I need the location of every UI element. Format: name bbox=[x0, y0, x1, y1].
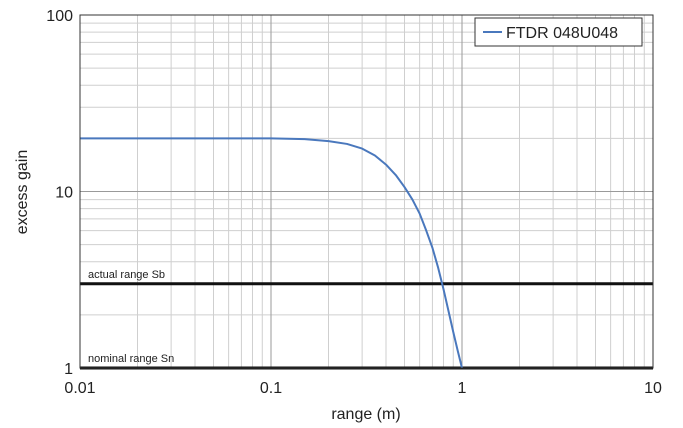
series-layer bbox=[80, 137, 463, 369]
x-tick-label: 1 bbox=[458, 380, 467, 397]
reference-labels: actual range Sb nominal range Sn bbox=[88, 269, 174, 365]
y-tick-labels: 1 10 100 bbox=[46, 8, 73, 378]
legend-label: FTDR 048U048 bbox=[506, 25, 618, 42]
x-tick-label: 0.1 bbox=[260, 380, 282, 397]
legend: FTDR 048U048 bbox=[474, 17, 643, 47]
y-tick-label: 100 bbox=[46, 8, 73, 25]
legend-box bbox=[474, 17, 643, 47]
x-tick-labels: 0.01 0.1 1 10 bbox=[64, 380, 662, 397]
x-tick-label: 10 bbox=[644, 380, 662, 397]
series-line bbox=[80, 137, 463, 369]
y-tick-label: 10 bbox=[55, 185, 73, 202]
plot-frame bbox=[79, 14, 654, 369]
x-tick-label: 0.01 bbox=[64, 380, 95, 397]
reference-line-label: nominal range Sn bbox=[88, 353, 174, 365]
x-axis-label: range (m) bbox=[331, 406, 400, 423]
y-tick-label: 1 bbox=[64, 361, 73, 378]
y-axis-label: excess gain bbox=[14, 150, 31, 235]
reference-line-label: actual range Sb bbox=[88, 269, 165, 281]
